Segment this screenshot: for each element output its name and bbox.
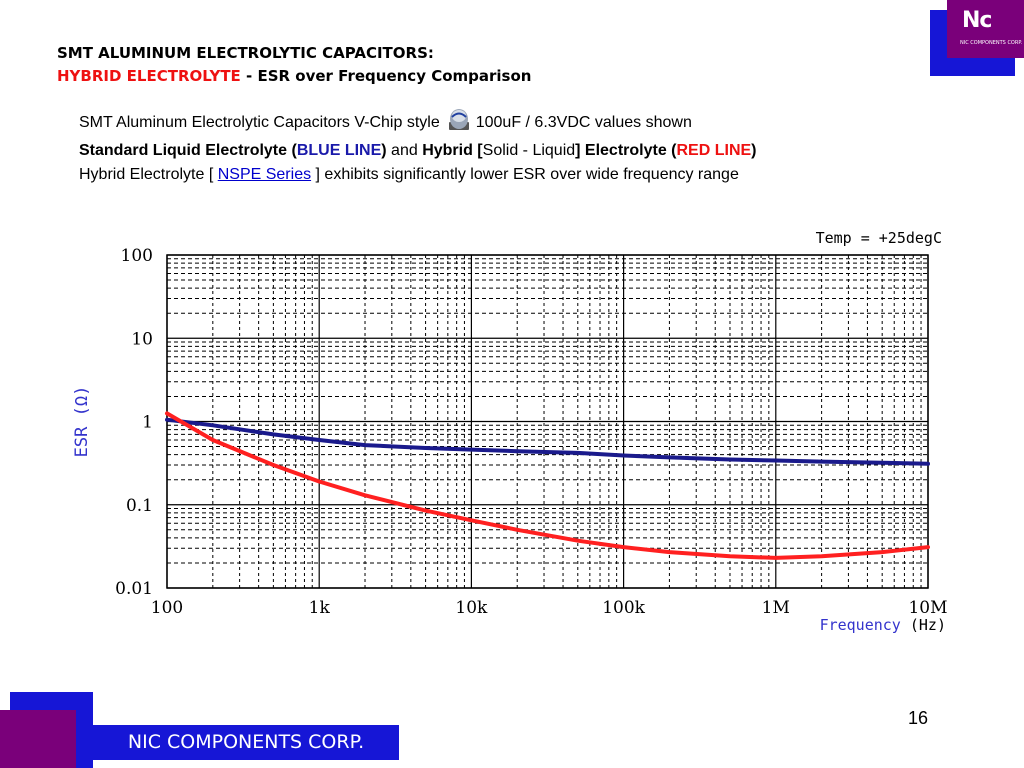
desc-solid-liquid: Solid - Liquid <box>482 142 576 159</box>
y-axis-label-unit: (Ω) <box>72 386 92 417</box>
logo-subtitle: NIC COMPONENTS CORP. <box>960 40 1023 46</box>
y-tick-label: 100 <box>121 246 153 266</box>
desc-line-1-a: SMT Aluminum Electrolytic Capacitors V-C… <box>79 114 440 132</box>
desc-blue-line: BLUE LINE <box>296 142 382 159</box>
esr-frequency-chart: 100 1k 10k 100k 1M 10M 0.01 0.1 1 10 100 Temp = +25… <box>72 229 948 634</box>
desc-line-3: Hybrid Electrolyte [ NSPE Series ] exhib… <box>79 163 929 187</box>
chart-labels: 100 1k 10k 100k 1M 10M 0.01 0.1 1 10 100 Temp = +25… <box>72 229 948 634</box>
footer-front-block <box>0 710 76 768</box>
desc-and: and <box>386 142 423 159</box>
x-tick-label: 100k <box>602 598 645 618</box>
y-tick-label: 0.01 <box>115 579 153 599</box>
page-number: 16 <box>908 708 929 728</box>
nspe-series-link[interactable]: NSPE Series <box>217 166 312 183</box>
x-tick-label: 100 <box>151 598 183 618</box>
blue-series-line <box>165 417 930 466</box>
desc-close-paren: ) <box>381 142 387 159</box>
y-tick-label: 10 <box>131 329 153 349</box>
footer-company-bar: NIC COMPONENTS CORP. <box>93 725 399 760</box>
x-axis-label-name: Frequency <box>820 616 910 634</box>
x-axis-label-unit: (Hz) <box>910 616 946 634</box>
temperature-annotation: Temp = +25degC <box>816 229 942 247</box>
title-line-2: HYBRID ELECTROLYTE - ESR over Frequency … <box>57 65 531 88</box>
chart-grid <box>166 254 929 589</box>
y-axis-label: ESR (Ω) <box>72 386 92 458</box>
desc-standard: Standard Liquid Electrolyte ( <box>79 142 297 159</box>
y-axis-label-name: ESR <box>72 416 92 457</box>
desc-bracket-open: [ <box>472 142 483 159</box>
title-rest-text: - ESR over Frequency Comparison <box>240 67 532 85</box>
x-tick-label: 1M <box>762 598 790 618</box>
logo <box>947 0 1024 58</box>
x-axis-label: Frequency (Hz) <box>820 616 946 634</box>
x-tick-label: 1k <box>309 598 331 618</box>
desc-red-line: RED LINE <box>676 142 752 159</box>
desc-line-2: Standard Liquid Electrolyte (BLUE LINE) … <box>79 139 929 163</box>
y-tick-label: 1 <box>142 413 153 433</box>
logo-text: Nc <box>962 8 992 33</box>
desc-line-3-a: Hybrid Electrolyte [ <box>79 166 218 183</box>
x-tick-label: 10M <box>908 598 947 618</box>
desc-electrolyte: ] Electrolyte ( <box>575 142 677 159</box>
slide-title: SMT ALUMINUM ELECTROLYTIC CAPACITORS: HY… <box>57 42 531 88</box>
title-red-text: HYBRID ELECTROLYTE <box>57 67 241 85</box>
y-tick-label: 0.1 <box>126 496 153 516</box>
desc-line-1-b: 100uF / 6.3VDC values shown <box>475 114 692 132</box>
desc-line-3-b: ] exhibits significantly lower ESR over … <box>311 166 739 183</box>
chart-series <box>165 411 930 560</box>
capacitor-icon <box>448 107 470 139</box>
x-tick-label: 10k <box>455 598 488 618</box>
desc-line-1: SMT Aluminum Electrolytic Capacitors V-C… <box>79 107 929 139</box>
title-line-1: SMT ALUMINUM ELECTROLYTIC CAPACITORS: <box>57 44 434 62</box>
red-series-line <box>165 411 930 560</box>
slide-description: SMT Aluminum Electrolytic Capacitors V-C… <box>79 107 929 187</box>
desc-end-paren: ) <box>751 142 757 159</box>
desc-hybrid: Hybrid <box>422 142 473 159</box>
